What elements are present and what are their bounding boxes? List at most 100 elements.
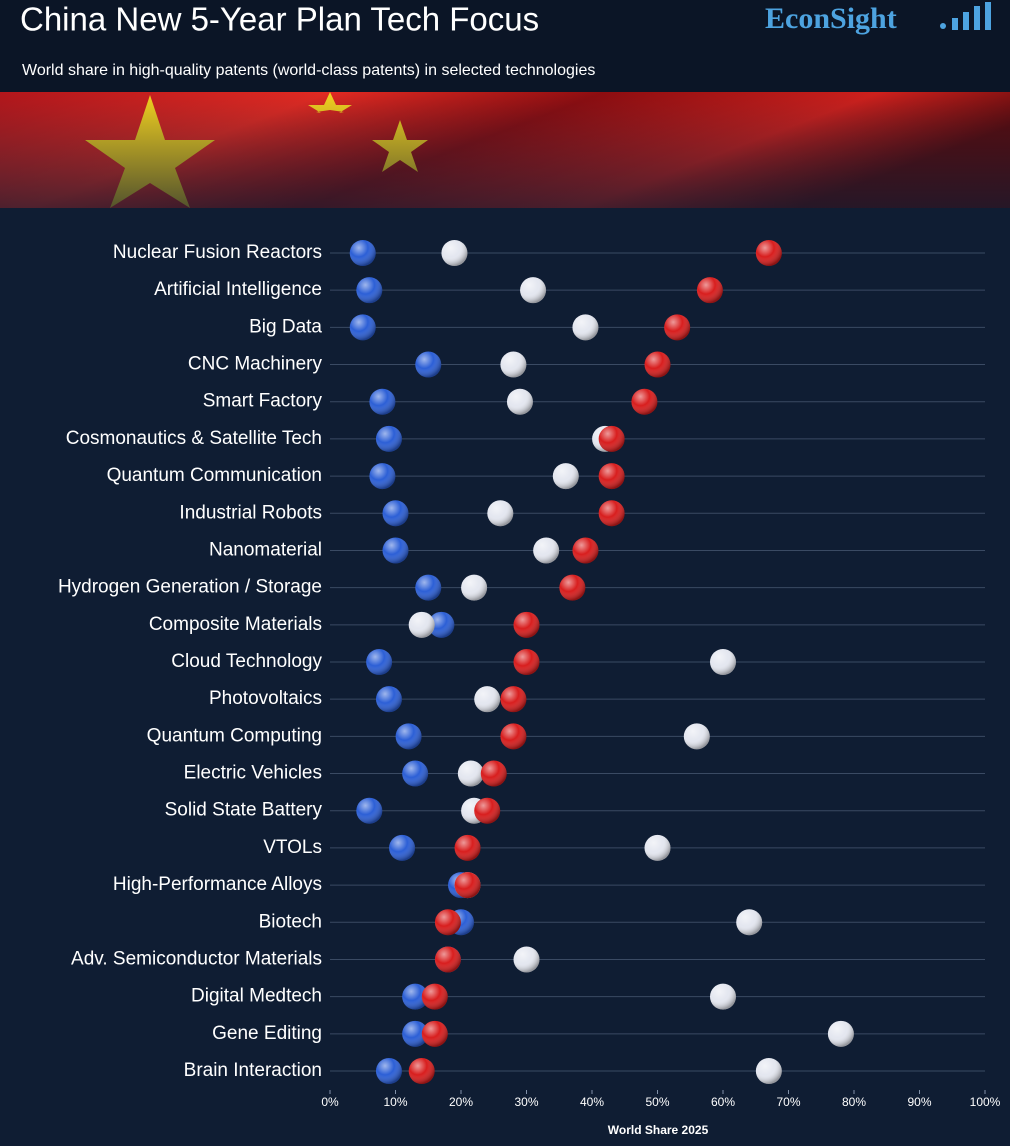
dot	[434, 909, 461, 936]
dot	[441, 240, 468, 266]
dot	[598, 500, 625, 527]
y-tick-label: VTOLs	[263, 837, 322, 858]
y-tick-label: Gene Editing	[212, 1023, 322, 1044]
dot	[461, 574, 488, 601]
dot	[421, 983, 448, 1010]
dot	[683, 723, 710, 750]
dot	[520, 277, 547, 304]
dot	[408, 1058, 435, 1084]
dot	[356, 277, 383, 304]
x-tick-label: 40%	[580, 1095, 604, 1109]
dot	[375, 1058, 402, 1084]
dot	[500, 686, 527, 713]
dot	[369, 463, 396, 490]
dot	[415, 351, 442, 378]
y-tick-label: Quantum Computing	[147, 725, 322, 746]
dot	[644, 834, 671, 861]
y-tick-label: Quantum Communication	[107, 465, 322, 486]
x-tick-label: 100%	[970, 1095, 1001, 1109]
dot	[382, 500, 409, 527]
dot	[480, 760, 507, 787]
dot	[454, 872, 481, 899]
dot	[434, 946, 461, 973]
dot	[487, 500, 514, 527]
y-tick-label: Biotech	[259, 911, 322, 932]
chart-subtitle: World share in high-quality patents (wor…	[22, 62, 595, 79]
dot	[827, 1020, 854, 1047]
dot	[736, 909, 763, 936]
y-tick-label: Composite Materials	[149, 614, 322, 635]
y-tick-label: Nuclear Fusion Reactors	[113, 242, 322, 263]
y-tick-label: Nanomaterial	[209, 539, 322, 560]
y-tick-label: Electric Vehicles	[184, 763, 322, 784]
y-tick-label: Industrial Robots	[179, 502, 322, 523]
dot	[402, 983, 429, 1010]
dot	[513, 611, 540, 638]
x-tick-label: 80%	[842, 1095, 866, 1109]
y-tick-label: Cloud Technology	[171, 651, 322, 672]
dot	[710, 983, 736, 1010]
dot	[474, 797, 501, 824]
dot	[454, 834, 481, 861]
dot	[552, 463, 579, 490]
dot	[389, 834, 416, 861]
dot	[598, 425, 625, 452]
dot	[500, 351, 527, 378]
y-tick-label: High-Performance Alloys	[113, 874, 322, 895]
dot	[428, 611, 455, 638]
x-tick-label: 10%	[383, 1095, 407, 1109]
dot	[382, 537, 409, 564]
dot	[349, 314, 376, 341]
dot	[533, 537, 560, 564]
dot	[349, 240, 376, 266]
y-tick-label: Digital Medtech	[191, 986, 322, 1007]
dot	[375, 425, 402, 452]
chart-title: China New 5-Year Plan Tech Focus	[20, 1, 539, 38]
dot	[375, 686, 402, 713]
dot	[402, 760, 429, 787]
dot	[366, 649, 393, 675]
dot	[402, 1020, 429, 1047]
dot	[696, 277, 723, 304]
y-tick-label: Brain Interaction	[184, 1060, 322, 1081]
x-tick-label: 0%	[321, 1095, 339, 1109]
dot	[415, 574, 442, 601]
dot	[631, 388, 658, 415]
y-tick-label: Artificial Intelligence	[154, 279, 322, 300]
y-tick-label: CNC Machinery	[188, 354, 323, 375]
x-tick-label: 30%	[514, 1095, 538, 1109]
y-tick-label: Solid State Battery	[165, 800, 323, 821]
dot	[664, 314, 691, 341]
header-bg	[0, 0, 1010, 92]
dot	[421, 1020, 448, 1047]
y-tick-label: Photovoltaics	[209, 688, 322, 709]
dot	[513, 946, 540, 973]
dot	[710, 649, 736, 675]
dot	[500, 723, 527, 750]
flag-banner	[0, 92, 1010, 208]
dot	[457, 760, 484, 787]
dot	[513, 649, 540, 675]
x-tick-label: 20%	[449, 1095, 473, 1109]
x-tick-label: 50%	[645, 1095, 669, 1109]
y-tick-label: Cosmonautics & Satellite Tech	[66, 428, 322, 449]
dot	[395, 723, 422, 750]
dot	[644, 351, 671, 378]
dot	[755, 1058, 782, 1084]
dot	[408, 611, 435, 638]
y-tick-label: Big Data	[249, 316, 322, 337]
x-tick-label: 60%	[711, 1095, 735, 1109]
dot	[755, 240, 782, 266]
dot	[598, 463, 625, 490]
brand-icon	[940, 2, 991, 30]
brand: EconSight	[765, 2, 897, 35]
x-tick-label: 90%	[907, 1095, 931, 1109]
dot	[474, 686, 501, 713]
y-tick-label: Hydrogen Generation / Storage	[58, 577, 322, 598]
y-tick-label: Smart Factory	[203, 391, 323, 412]
dot	[572, 314, 599, 341]
dot	[369, 388, 396, 415]
dot	[572, 537, 599, 564]
